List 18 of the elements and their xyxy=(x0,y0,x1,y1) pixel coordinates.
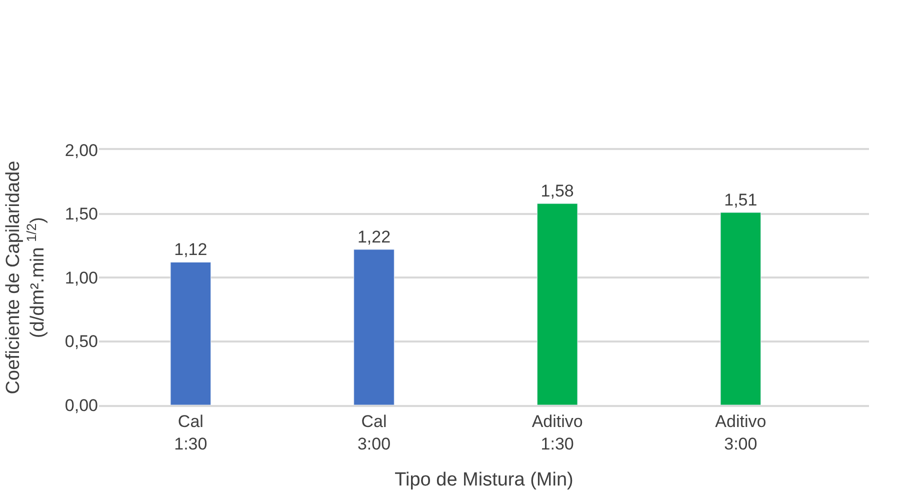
x-tick-label: Cal 3:00 xyxy=(357,412,391,454)
bar xyxy=(536,203,578,405)
data-label: 1,58 xyxy=(540,182,574,201)
y-tick-label: 0,00 xyxy=(64,396,98,415)
y-tick-label: 2,00 xyxy=(64,140,98,160)
x-axis-title: Tipo de Mistura (Min) xyxy=(394,470,574,491)
bar xyxy=(354,249,394,405)
bar xyxy=(720,212,762,405)
y-tick-label: 1,00 xyxy=(64,268,98,288)
x-tick-label: Cal 1:30 xyxy=(174,412,208,454)
bar xyxy=(170,262,212,405)
y-tick-label: 0,50 xyxy=(64,332,98,352)
data-label: 1,22 xyxy=(357,227,391,246)
y-tick-label: 1,50 xyxy=(64,204,98,224)
data-label: 1,51 xyxy=(724,190,758,210)
x-tick-label: Aditivo 3:00 xyxy=(715,412,766,454)
x-tick-label: Aditivo 1:30 xyxy=(532,412,583,454)
data-label: 1,12 xyxy=(174,240,208,260)
